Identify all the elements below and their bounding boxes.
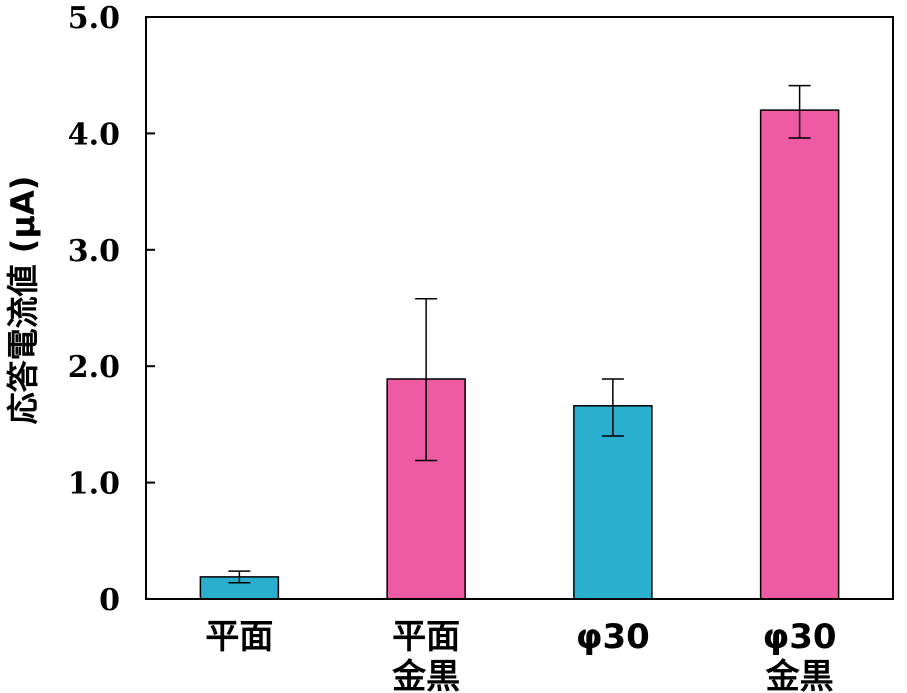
y-tick-label: 3.0 (68, 234, 120, 269)
y-tick-label: 4.0 (68, 117, 120, 152)
x-category-label: φ30 (763, 617, 837, 657)
error-bar (228, 570, 251, 584)
plot-frame (145, 16, 894, 600)
error-bar (601, 378, 624, 437)
x-category-label: 金黒 (391, 657, 460, 693)
bars (199, 109, 840, 600)
y-axis-ticks: 0 1.0 2.0 3.0 4.0 5.0 (68, 1, 155, 618)
y-axis-title: 応答電流値 (μA) (4, 176, 42, 425)
bar (759, 109, 840, 600)
y-tick-label: 2.0 (68, 350, 120, 385)
x-category-label: 平面 (392, 617, 460, 657)
error-bars (228, 84, 811, 584)
y-tick-label: 5.0 (68, 1, 120, 36)
error-bar (788, 84, 811, 139)
x-category-label: 平面 (205, 617, 273, 657)
y-tick-label: 1.0 (68, 467, 120, 502)
error-bar (415, 297, 438, 462)
y-tick-label: 0 (99, 583, 120, 618)
x-category-label: 金黒 (765, 657, 834, 693)
x-category-label: φ30 (576, 617, 650, 657)
